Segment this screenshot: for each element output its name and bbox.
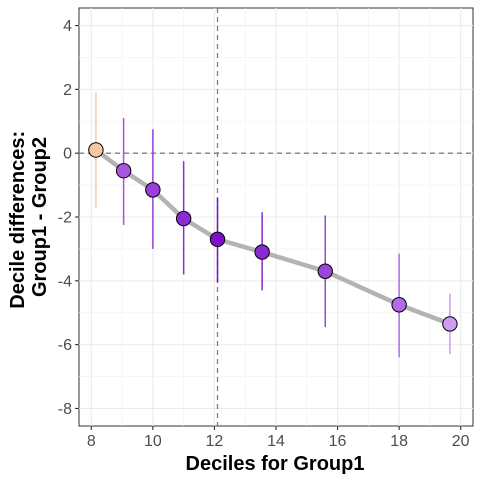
y-tick-label: 4 bbox=[63, 18, 72, 35]
y-tick-label: -6 bbox=[58, 337, 72, 354]
x-tick-label: 18 bbox=[390, 433, 408, 450]
point-decile-4 bbox=[175, 210, 192, 227]
y-tick-label: -2 bbox=[58, 210, 72, 227]
point-decile-9 bbox=[442, 316, 458, 332]
y-tick-label: 0 bbox=[63, 146, 72, 163]
x-tick-label: 16 bbox=[329, 433, 347, 450]
y-axis-title-line-1: Decile differences: bbox=[7, 131, 29, 309]
point-decile-6 bbox=[254, 244, 270, 260]
x-tick-label: 12 bbox=[206, 433, 224, 450]
decile-points bbox=[88, 142, 458, 332]
point-decile-1 bbox=[88, 142, 104, 158]
y-tick-label: -8 bbox=[58, 401, 72, 418]
point-decile-5 bbox=[209, 231, 226, 248]
y-tick-label: 2 bbox=[63, 82, 72, 99]
point-decile-7 bbox=[317, 263, 333, 279]
point-decile-3 bbox=[145, 182, 161, 198]
y-tick-label: -4 bbox=[58, 273, 72, 290]
point-decile-8 bbox=[391, 297, 407, 313]
y-axis-title: Decile differences: Group1 - Group2 bbox=[7, 125, 51, 308]
y-axis-title-line-2: Group1 - Group2 bbox=[29, 137, 51, 297]
x-axis-ticks: 8 10 12 14 16 18 20 bbox=[87, 426, 470, 450]
x-axis-title: Deciles for Group1 bbox=[186, 453, 365, 475]
x-tick-label: 8 bbox=[87, 433, 96, 450]
y-axis-ticks: -8 -6 -4 -2 0 2 4 bbox=[58, 18, 79, 418]
major-grid bbox=[79, 8, 473, 426]
x-tick-label: 14 bbox=[267, 433, 285, 450]
x-tick-label: 20 bbox=[452, 433, 470, 450]
point-decile-2 bbox=[115, 163, 132, 179]
x-tick-label: 10 bbox=[144, 433, 162, 450]
